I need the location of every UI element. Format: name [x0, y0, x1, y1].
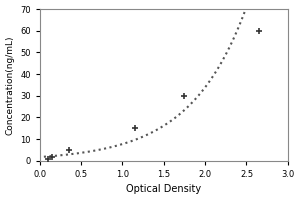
X-axis label: Optical Density: Optical Density	[126, 184, 201, 194]
Y-axis label: Concentration(ng/mL): Concentration(ng/mL)	[6, 35, 15, 135]
